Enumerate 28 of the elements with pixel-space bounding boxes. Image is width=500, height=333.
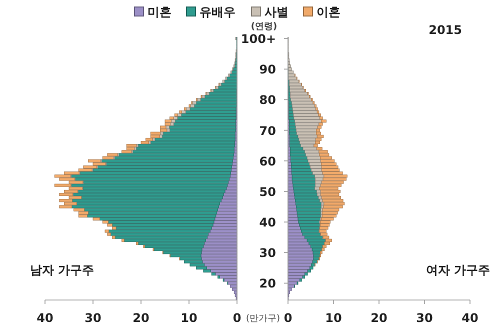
x-axis-title: (만가구) — [246, 314, 280, 324]
x-tick-label: 40 — [36, 311, 54, 325]
chart-title: 2015 — [428, 23, 462, 37]
x-tick-label: 30 — [416, 311, 433, 325]
x-tick-label: 40 — [462, 311, 478, 325]
y-tick-label: 70 — [259, 124, 276, 138]
x-tick-label: 0 — [284, 311, 292, 325]
legend-label: 유배우 — [200, 5, 236, 19]
x-tick-label: 0 — [232, 311, 242, 325]
y-tick-label: 60 — [259, 154, 276, 168]
annotation: 남자 가구주 — [30, 263, 94, 277]
x-tick-label: 30 — [84, 311, 102, 325]
y-tick-label: 50 — [259, 184, 276, 199]
legend-label: 사별 — [264, 5, 288, 19]
y-axis-title: (연령) — [250, 22, 278, 32]
x-tick-label: 20 — [132, 311, 150, 325]
x-tick-label: 10 — [325, 311, 342, 325]
y-tick-label: 100+ — [240, 32, 276, 46]
y-tick-label: 20 — [259, 276, 276, 291]
annotation: 여자 가구주 — [426, 263, 490, 277]
y-tick-label: 30 — [259, 246, 276, 260]
y-tick-label: 40 — [259, 216, 276, 230]
y-tick-label: 80 — [259, 93, 276, 108]
y-tick-label: 90 — [259, 62, 276, 77]
legend-label: 미혼 — [148, 5, 172, 19]
x-tick-label: 10 — [180, 311, 198, 325]
legend-label: 이혼 — [316, 5, 340, 19]
x-tick-label: 20 — [370, 311, 388, 325]
